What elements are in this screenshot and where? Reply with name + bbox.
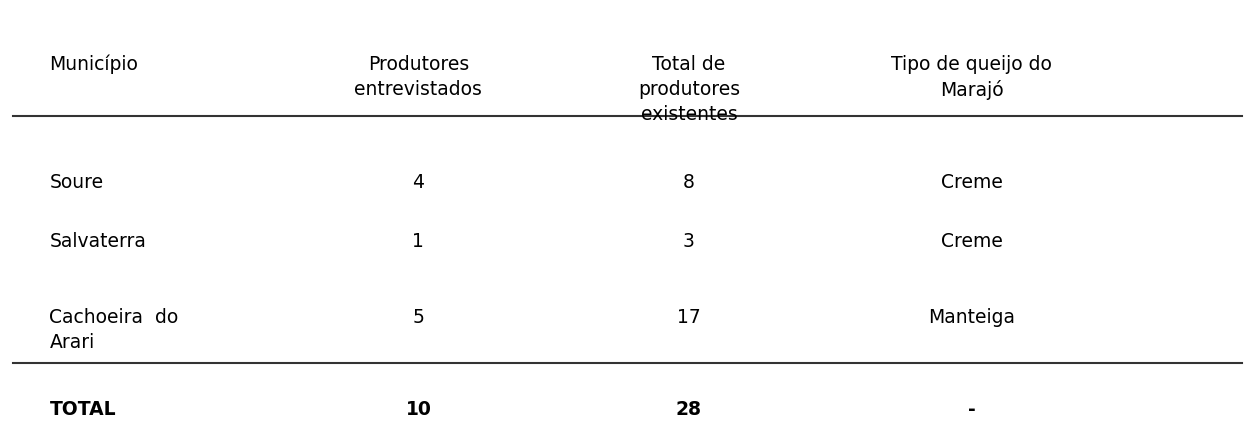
Text: Tipo de queijo do
Marajó: Tipo de queijo do Marajó [891,55,1052,100]
Text: Total de
produtores
existentes: Total de produtores existentes [638,55,740,124]
Text: Manteiga: Manteiga [929,308,1015,327]
Text: TOTAL: TOTAL [49,400,115,419]
Text: Produtores
entrevistados: Produtores entrevistados [354,55,482,99]
Text: Salvaterra: Salvaterra [49,232,147,251]
Text: Cachoeira  do
Arari: Cachoeira do Arari [49,308,178,352]
Text: Creme: Creme [941,173,1003,192]
Text: 1: 1 [413,232,424,251]
Text: Creme: Creme [941,232,1003,251]
Text: 28: 28 [676,400,702,419]
Text: 4: 4 [413,173,424,192]
Text: Soure: Soure [49,173,104,192]
Text: -: - [968,400,975,419]
Text: 17: 17 [678,308,700,327]
Text: 8: 8 [683,173,695,192]
Text: 3: 3 [683,232,695,251]
Text: 5: 5 [413,308,424,327]
Text: Município: Município [49,55,138,74]
Text: 10: 10 [405,400,432,419]
